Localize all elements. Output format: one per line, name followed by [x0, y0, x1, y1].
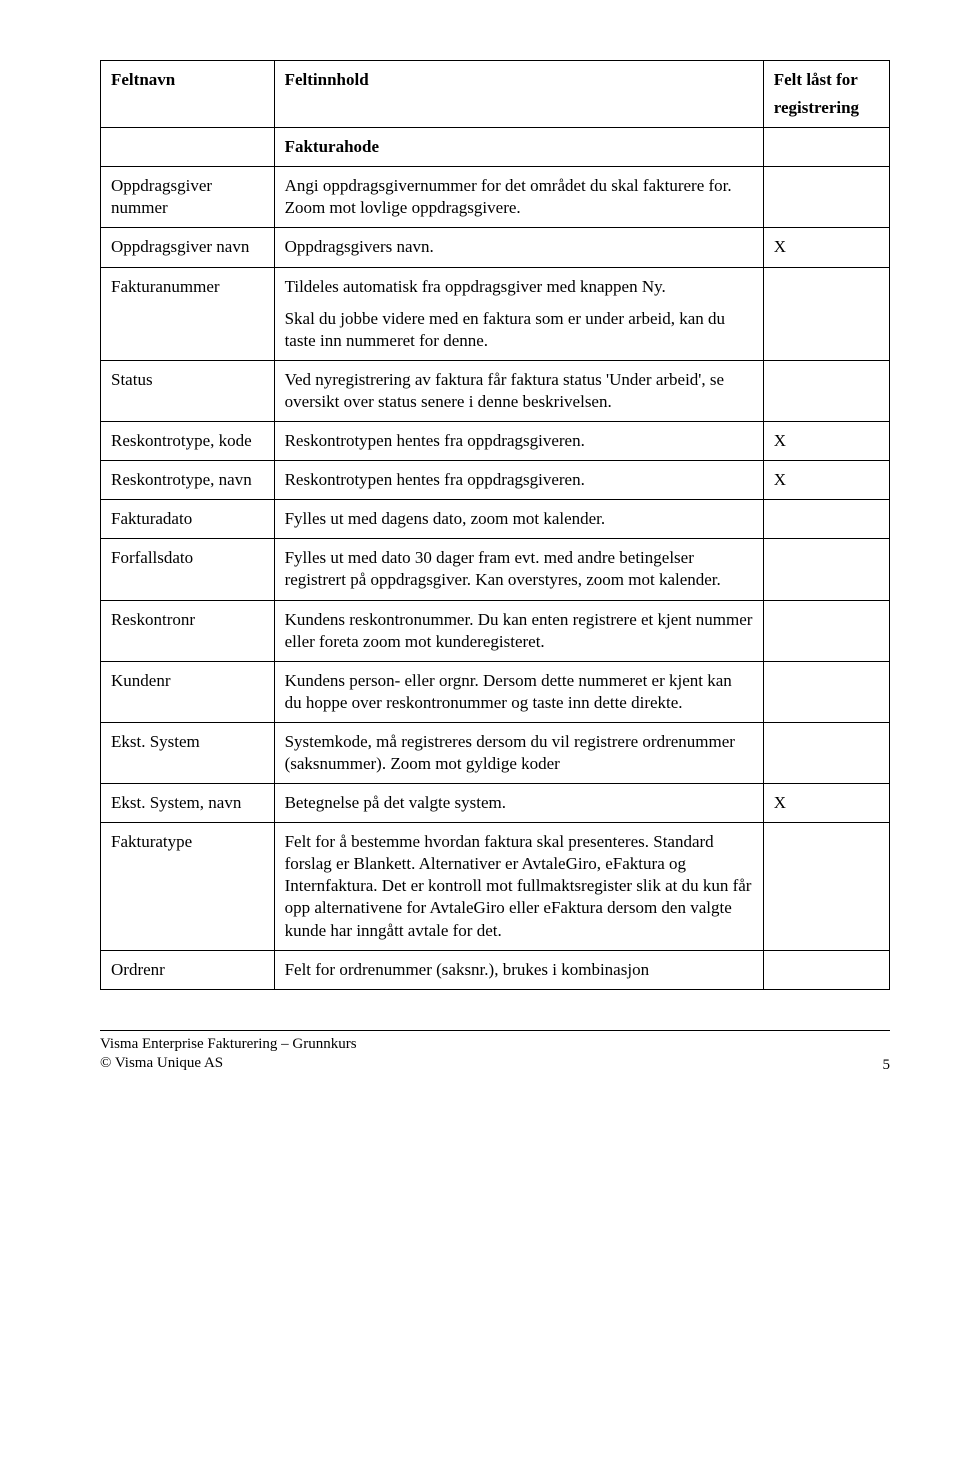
- header-feltnavn: Feltnavn: [101, 61, 275, 128]
- field-locked-cell: X: [763, 422, 889, 461]
- table-header-row: Feltnavn Feltinnhold Felt låst for regis…: [101, 61, 890, 128]
- field-locked-cell: [763, 661, 889, 722]
- field-content-cell: Betegnelse på det valgte system.: [274, 784, 763, 823]
- field-locked-cell: [763, 950, 889, 989]
- field-name-cell: Fakturatype: [101, 823, 275, 950]
- field-locked-cell: [763, 167, 889, 228]
- document-page: Feltnavn Feltinnhold Felt låst for regis…: [0, 0, 960, 1104]
- field-locked-cell: X: [763, 228, 889, 267]
- field-name-cell: Status: [101, 360, 275, 421]
- field-locked-cell: X: [763, 784, 889, 823]
- table-row: Reskontrotype, kode Reskontrotypen hentes…: [101, 422, 890, 461]
- field-locked-cell: [763, 539, 889, 600]
- table-row: Ekst. System, navn Betegnelse på det valg…: [101, 784, 890, 823]
- field-content-cell: Kundens reskontronummer. Du kan enten re…: [274, 600, 763, 661]
- table-row: ReskontronrKundens reskontronummer. Du k…: [101, 600, 890, 661]
- section-header-label: Fakturahode: [274, 128, 763, 167]
- field-name-cell: Fakturanummer: [101, 267, 275, 360]
- header-locked-line2: registrering: [774, 97, 879, 119]
- content-paragraph: Skal du jobbe videre med en faktura som …: [285, 308, 753, 352]
- field-name-cell: Ordrenr: [101, 950, 275, 989]
- field-content-cell: Felt for ordrenummer (saksnr.), brukes i…: [274, 950, 763, 989]
- field-content-cell: Systemkode, må registreres dersom du vil…: [274, 722, 763, 783]
- content-paragraph: Ved nyregistrering av faktura får faktur…: [285, 369, 753, 413]
- footer-line1: Visma Enterprise Fakturering – Grunnkurs: [100, 1035, 357, 1055]
- field-content-cell: Ved nyregistrering av faktura får faktur…: [274, 360, 763, 421]
- table-row: Oppdragsgiver nummerAngi oppdragsgivernu…: [101, 167, 890, 228]
- table-row: StatusVed nyregistrering av faktura får …: [101, 360, 890, 421]
- field-locked-cell: [763, 722, 889, 783]
- table-row: Fakturanummer Tildeles automatisk fra opp…: [101, 267, 890, 360]
- field-locked-cell: X: [763, 461, 889, 500]
- field-table: Feltnavn Feltinnhold Felt låst for regis…: [100, 60, 890, 990]
- footer-left: Visma Enterprise Fakturering – Grunnkurs…: [100, 1035, 357, 1074]
- field-name-cell: Oppdragsgiver nummer: [101, 167, 275, 228]
- header-locked-line1: Felt låst for: [774, 69, 879, 91]
- content-paragraph: Felt for å bestemme hvordan faktura skal…: [285, 831, 753, 941]
- content-paragraph: Systemkode, må registreres dersom du vil…: [285, 731, 753, 775]
- section-header-empty1: [101, 128, 275, 167]
- field-locked-cell: [763, 267, 889, 360]
- content-paragraph: Tildeles automatisk fra oppdragsgiver me…: [285, 276, 753, 298]
- field-locked-cell: [763, 360, 889, 421]
- content-paragraph: Angi oppdragsgivernummer for det området…: [285, 175, 753, 219]
- table-row: Fakturadato Fylles ut med dagens dato, zo…: [101, 500, 890, 539]
- table-row: ForfallsdatoFylles ut med dato 30 dager …: [101, 539, 890, 600]
- field-content-cell: Angi oppdragsgivernummer for det området…: [274, 167, 763, 228]
- content-paragraph: Betegnelse på det valgte system.: [285, 792, 753, 814]
- field-content-cell: Tildeles automatisk fra oppdragsgiver me…: [274, 267, 763, 360]
- content-paragraph: Fylles ut med dato 30 dager fram evt. me…: [285, 547, 753, 591]
- page-footer: Visma Enterprise Fakturering – Grunnkurs…: [100, 1030, 890, 1074]
- field-locked-cell: [763, 823, 889, 950]
- table-row: FakturatypeFelt for å bestemme hvordan f…: [101, 823, 890, 950]
- field-content-cell: Kundens person- eller orgnr. Dersom dett…: [274, 661, 763, 722]
- field-locked-cell: [763, 600, 889, 661]
- header-feltinnhold: Feltinnhold: [274, 61, 763, 128]
- field-name-cell: Fakturadato: [101, 500, 275, 539]
- field-name-cell: Reskontronr: [101, 600, 275, 661]
- section-header-row: Fakturahode: [101, 128, 890, 167]
- content-paragraph: Felt for ordrenummer (saksnr.), brukes i…: [285, 959, 753, 981]
- field-name-cell: Ekst. System: [101, 722, 275, 783]
- field-locked-cell: [763, 500, 889, 539]
- field-name-cell: Reskontrotype, kode: [101, 422, 275, 461]
- field-name-cell: Forfallsdato: [101, 539, 275, 600]
- field-name-cell: Kundenr: [101, 661, 275, 722]
- table-row: Oppdragsgiver navn Oppdragsgivers navn. X: [101, 228, 890, 267]
- table-row: Reskontrotype, navn Reskontrotypen hentes…: [101, 461, 890, 500]
- footer-line2: © Visma Unique AS: [100, 1054, 357, 1074]
- field-content-cell: Fylles ut med dagens dato, zoom mot kale…: [274, 500, 763, 539]
- content-paragraph: Fylles ut med dagens dato, zoom mot kale…: [285, 508, 753, 530]
- field-content-cell: Reskontrotypen hentes fra oppdragsgivere…: [274, 422, 763, 461]
- table-body: Feltnavn Feltinnhold Felt låst for regis…: [101, 61, 890, 990]
- field-content-cell: Reskontrotypen hentes fra oppdragsgivere…: [274, 461, 763, 500]
- table-row: KundenrKundens person- eller orgnr. Ders…: [101, 661, 890, 722]
- field-name-cell: Ekst. System, navn: [101, 784, 275, 823]
- field-content-cell: Felt for å bestemme hvordan faktura skal…: [274, 823, 763, 950]
- table-row: Ordrenr Felt for ordrenummer (saksnr.), b…: [101, 950, 890, 989]
- field-content-cell: Oppdragsgivers navn.: [274, 228, 763, 267]
- field-name-cell: Oppdragsgiver navn: [101, 228, 275, 267]
- content-paragraph: Reskontrotypen hentes fra oppdragsgivere…: [285, 469, 753, 491]
- content-paragraph: Kundens person- eller orgnr. Dersom dett…: [285, 670, 753, 714]
- field-content-cell: Fylles ut med dato 30 dager fram evt. me…: [274, 539, 763, 600]
- field-name-cell: Reskontrotype, navn: [101, 461, 275, 500]
- header-locked: Felt låst for registrering: [763, 61, 889, 128]
- footer-page-number: 5: [883, 1057, 891, 1074]
- content-paragraph: Reskontrotypen hentes fra oppdragsgivere…: [285, 430, 753, 452]
- section-header-empty2: [763, 128, 889, 167]
- content-paragraph: Kundens reskontronummer. Du kan enten re…: [285, 609, 753, 653]
- table-row: Ekst. SystemSystemkode, må registreres d…: [101, 722, 890, 783]
- content-paragraph: Oppdragsgivers navn.: [285, 236, 753, 258]
